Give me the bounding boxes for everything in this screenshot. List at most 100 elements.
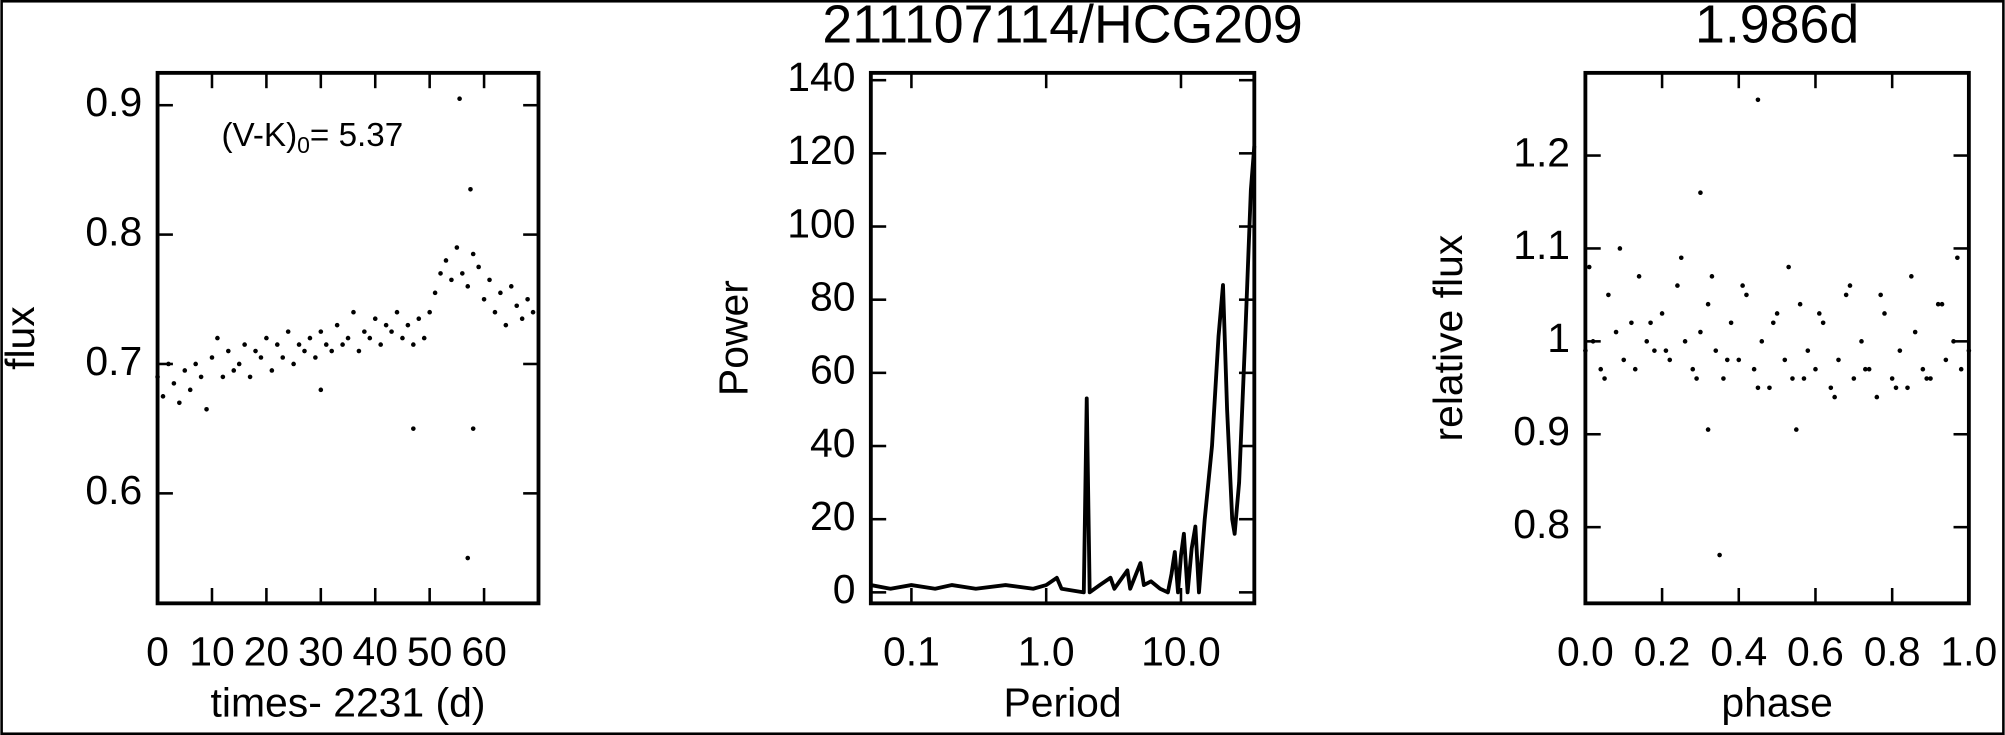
data-point xyxy=(1759,339,1765,344)
y-tick-label: 100 xyxy=(787,200,855,246)
x-tick-label: 0.6 xyxy=(1787,628,1844,674)
data-point xyxy=(274,342,280,347)
y-tick-label: 0.8 xyxy=(1513,501,1570,547)
data-point xyxy=(498,290,503,296)
data-point xyxy=(1851,376,1857,381)
data-point xyxy=(367,335,373,341)
data-point xyxy=(1782,357,1788,363)
data-point xyxy=(247,374,253,380)
x-tick-label: 10 xyxy=(189,628,234,674)
data-point xyxy=(465,555,471,561)
data-point xyxy=(1583,348,1588,353)
x-tick-label: 1.0 xyxy=(1018,628,1075,674)
data-point xyxy=(1836,357,1841,363)
data-point xyxy=(340,342,345,347)
data-point xyxy=(1813,366,1818,372)
data-point xyxy=(1828,385,1834,391)
data-point xyxy=(416,316,422,321)
data-point xyxy=(1598,366,1604,372)
data-point xyxy=(383,322,389,328)
x-axis-label: Period xyxy=(1003,679,1121,725)
data-point xyxy=(449,277,454,283)
data-point xyxy=(362,329,367,334)
x-tick-label: 0.8 xyxy=(1864,628,1921,674)
data-point xyxy=(296,342,302,347)
data-point xyxy=(1728,320,1734,326)
data-point xyxy=(1909,274,1914,279)
data-point xyxy=(1966,348,1972,353)
data-point xyxy=(476,264,481,270)
y-tick-label: 0.8 xyxy=(85,208,142,254)
data-point xyxy=(171,381,177,386)
data-point xyxy=(166,361,171,367)
data-point xyxy=(177,400,182,406)
data-point xyxy=(460,271,465,276)
data-point xyxy=(1744,292,1749,298)
data-point xyxy=(1882,311,1887,316)
data-point xyxy=(394,309,400,315)
data-point xyxy=(264,335,269,341)
y-tick-label: 0.6 xyxy=(85,467,142,513)
data-line xyxy=(870,145,1257,595)
data-point xyxy=(411,426,416,431)
data-point xyxy=(1820,320,1826,326)
data-point xyxy=(454,245,460,250)
data-point xyxy=(1698,190,1703,196)
data-point xyxy=(1774,311,1780,316)
chart-title: 211107114/HCG209 xyxy=(822,0,1302,54)
data-point xyxy=(231,368,237,373)
data-point xyxy=(215,335,220,341)
data-point xyxy=(198,374,204,380)
data-point xyxy=(253,348,258,354)
chart-title: 1.986d xyxy=(1695,0,1859,54)
data-point xyxy=(1717,552,1722,558)
y-axis-label: flux xyxy=(0,306,43,370)
data-point xyxy=(1663,348,1669,353)
x-axis-label: times- 2231 (d) xyxy=(211,679,486,725)
data-point xyxy=(1613,329,1619,335)
data-point xyxy=(1958,366,1964,372)
data-point xyxy=(1667,357,1673,363)
data-point xyxy=(514,303,520,309)
y-axis-label: relative flux xyxy=(1425,235,1471,442)
data-point xyxy=(1694,376,1699,381)
data-point xyxy=(1951,339,1956,344)
data-point xyxy=(468,187,473,192)
data-point xyxy=(508,284,514,289)
x-tick-label: 0.2 xyxy=(1634,628,1691,674)
data-point xyxy=(1755,385,1761,391)
data-point xyxy=(1724,357,1730,363)
data-point xyxy=(1644,339,1650,344)
data-point xyxy=(182,368,188,373)
data-point xyxy=(1893,385,1899,391)
data-point xyxy=(345,335,351,341)
data-point xyxy=(307,335,313,341)
data-point xyxy=(187,387,193,393)
data-point xyxy=(1678,255,1684,261)
data-point xyxy=(378,342,383,347)
data-point xyxy=(1832,394,1837,400)
y-tick-label: 140 xyxy=(787,54,855,100)
data-point xyxy=(1859,339,1864,344)
data-point xyxy=(242,342,247,347)
y-tick-label: 120 xyxy=(787,127,855,173)
data-point xyxy=(427,309,432,315)
data-point xyxy=(329,348,335,354)
y-tick-label: 0.9 xyxy=(1513,408,1570,454)
data-point xyxy=(1770,320,1776,326)
data-point xyxy=(313,355,318,360)
y-tick-label: 80 xyxy=(810,273,855,319)
data-point xyxy=(356,348,362,354)
data-point xyxy=(269,368,275,373)
data-point xyxy=(1817,311,1822,316)
data-point xyxy=(1705,427,1711,432)
x-tick-label: 1.0 xyxy=(1940,628,1997,674)
data-point xyxy=(1943,357,1949,363)
data-point xyxy=(503,322,509,328)
data-point xyxy=(1793,427,1799,432)
data-point xyxy=(438,271,443,276)
data-point xyxy=(1740,283,1745,288)
x-tick-label: 60 xyxy=(461,628,506,674)
data-point xyxy=(1698,329,1703,335)
